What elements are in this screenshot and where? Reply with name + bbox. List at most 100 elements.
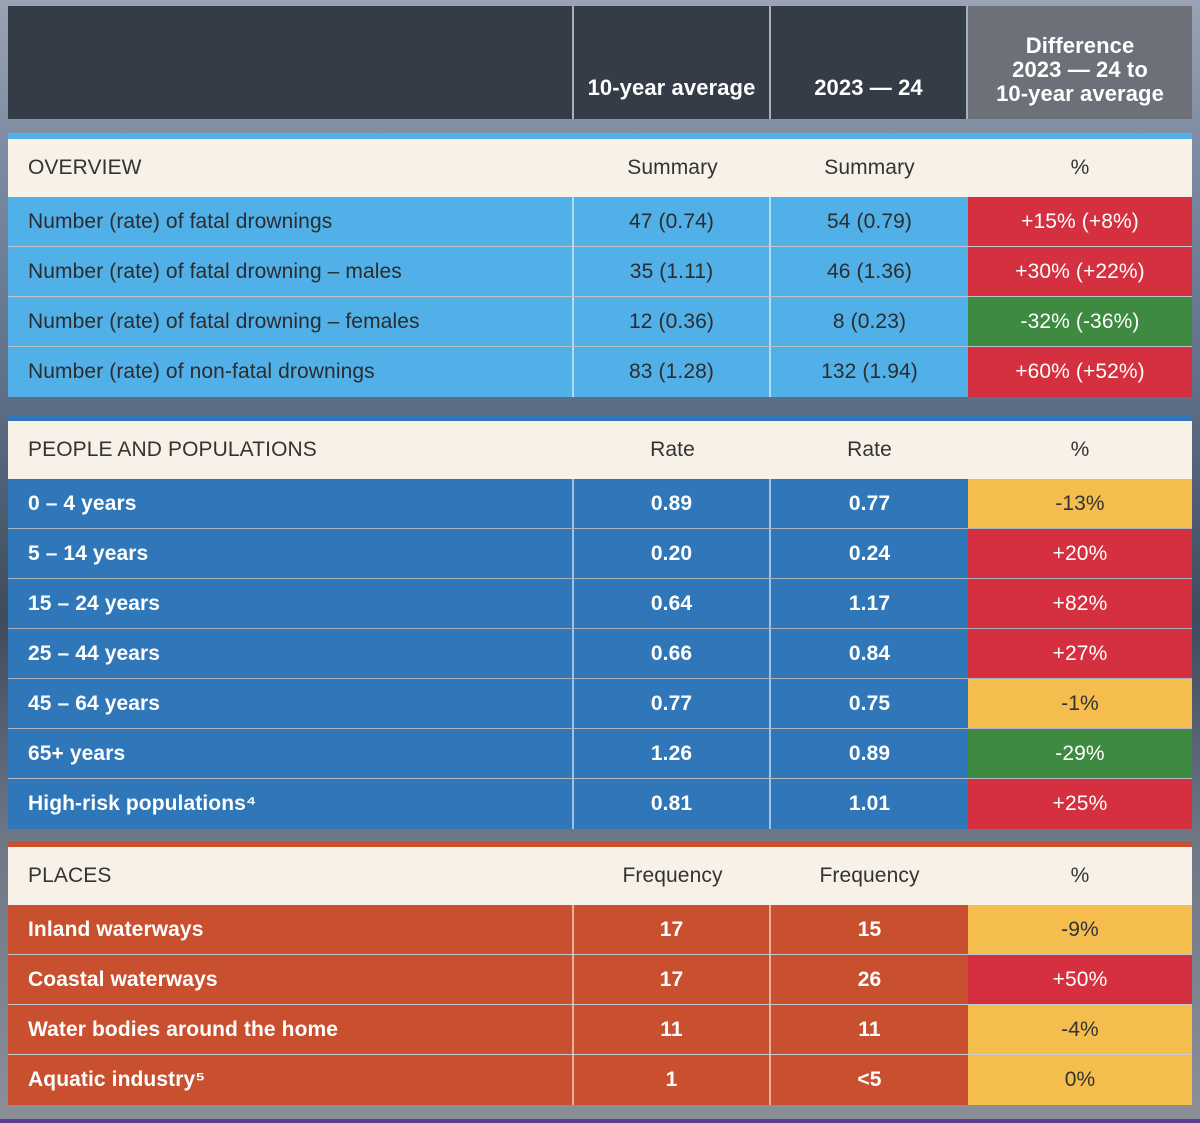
row-label: Number (rate) of fatal drowning – female… <box>8 297 574 346</box>
row-difference: +50% <box>968 955 1192 1004</box>
row-average: 1 <box>574 1055 771 1105</box>
row-difference: -29% <box>968 729 1192 778</box>
row-average: 12 (0.36) <box>574 297 771 346</box>
row-label: 0 – 4 years <box>8 479 574 528</box>
row-label: 65+ years <box>8 729 574 778</box>
row-label: Water bodies around the home <box>8 1005 574 1054</box>
row-average: 47 (0.74) <box>574 197 771 246</box>
header-blank <box>8 6 574 119</box>
row-label: 15 – 24 years <box>8 579 574 628</box>
row-current: 15 <box>771 905 968 954</box>
row-average: 0.66 <box>574 629 771 678</box>
bottom-strip <box>0 1119 1200 1123</box>
table-row: 0 – 4 years 0.89 0.77 -13% <box>8 479 1192 529</box>
row-current: 0.75 <box>771 679 968 728</box>
row-current: 11 <box>771 1005 968 1054</box>
table-row: 45 – 64 years 0.77 0.75 -1% <box>8 679 1192 729</box>
table-row: Number (rate) of fatal drowning – males … <box>8 247 1192 297</box>
row-current: 8 (0.23) <box>771 297 968 346</box>
row-current: 54 (0.79) <box>771 197 968 246</box>
header-difference-line-3: 10-year average <box>996 80 1164 106</box>
row-label: Number (rate) of fatal drownings <box>8 197 574 246</box>
row-difference: +60% (+52%) <box>968 347 1192 397</box>
row-difference: -1% <box>968 679 1192 728</box>
row-label: Inland waterways <box>8 905 574 954</box>
row-difference: +82% <box>968 579 1192 628</box>
column-label: Rate <box>847 438 892 461</box>
table-row: Number (rate) of fatal drownings 47 (0.7… <box>8 197 1192 247</box>
row-difference: -32% (-36%) <box>968 297 1192 346</box>
header-2023-24: 2023 — 24 <box>771 6 968 119</box>
table-row: 15 – 24 years 0.64 1.17 +82% <box>8 579 1192 629</box>
column-label: Summary <box>627 156 718 179</box>
row-label: Number (rate) of fatal drowning – males <box>8 247 574 296</box>
row-label: Aquatic industry⁵ <box>8 1055 574 1105</box>
column-label: Summary <box>824 156 915 179</box>
column-label: % <box>1070 156 1090 179</box>
row-label: 45 – 64 years <box>8 679 574 728</box>
header-difference-line-1: Difference <box>1025 32 1135 58</box>
row-label: Coastal waterways <box>8 955 574 1004</box>
table-row: Water bodies around the home 11 11 -4% <box>8 1005 1192 1055</box>
table-row: Number (rate) of non-fatal drownings 83 … <box>8 347 1192 397</box>
section-title: OVERVIEW <box>28 156 142 179</box>
overview-accent-bar <box>8 133 1192 139</box>
table-row: 25 – 44 years 0.66 0.84 +27% <box>8 629 1192 679</box>
column-label: Frequency <box>819 864 920 887</box>
row-average: 0.64 <box>574 579 771 628</box>
row-average: 83 (1.28) <box>574 347 771 397</box>
row-difference: +30% (+22%) <box>968 247 1192 296</box>
table-row: Coastal waterways 17 26 +50% <box>8 955 1192 1005</box>
row-current: 26 <box>771 955 968 1004</box>
header-difference: Difference 2023 — 24 to 10-year average <box>968 6 1192 119</box>
places-accent-bar <box>8 841 1192 847</box>
row-current: 1.17 <box>771 579 968 628</box>
people-section-header: PEOPLE AND POPULATIONS Rate Rate % <box>8 421 1192 479</box>
row-average: 35 (1.11) <box>574 247 771 296</box>
section-title: PLACES <box>28 864 112 887</box>
overview-section-header: OVERVIEW Summary Summary % <box>8 139 1192 197</box>
row-difference: -4% <box>968 1005 1192 1054</box>
row-label: High-risk populations⁴ <box>8 779 574 829</box>
row-current: 0.77 <box>771 479 968 528</box>
row-average: 0.89 <box>574 479 771 528</box>
row-current: 46 (1.36) <box>771 247 968 296</box>
row-average: 17 <box>574 905 771 954</box>
row-difference: 0% <box>968 1055 1192 1105</box>
table-row: Aquatic industry⁵ 1 <5 0% <box>8 1055 1192 1105</box>
column-label: % <box>1070 864 1090 887</box>
row-average: 0.77 <box>574 679 771 728</box>
row-current: 0.89 <box>771 729 968 778</box>
row-current: 1.01 <box>771 779 968 829</box>
header-10-year-average: 10-year average <box>574 6 771 119</box>
column-label: Frequency <box>622 864 723 887</box>
row-difference: -9% <box>968 905 1192 954</box>
row-average: 1.26 <box>574 729 771 778</box>
row-difference: +20% <box>968 529 1192 578</box>
row-label: 5 – 14 years <box>8 529 574 578</box>
places-section-header: PLACES Frequency Frequency % <box>8 847 1192 905</box>
row-average: 11 <box>574 1005 771 1054</box>
section-title: PEOPLE AND POPULATIONS <box>28 438 317 461</box>
table-header: 10-year average 2023 — 24 Difference 202… <box>8 6 1192 119</box>
row-average: 17 <box>574 955 771 1004</box>
drowning-summary-table: 10-year average 2023 — 24 Difference 202… <box>8 6 1192 1105</box>
row-difference: +15% (+8%) <box>968 197 1192 246</box>
table-row: High-risk populations⁴ 0.81 1.01 +25% <box>8 779 1192 829</box>
row-current: 0.24 <box>771 529 968 578</box>
row-difference: +27% <box>968 629 1192 678</box>
row-label: Number (rate) of non-fatal drownings <box>8 347 574 397</box>
row-current: 132 (1.94) <box>771 347 968 397</box>
column-label: % <box>1070 438 1090 461</box>
row-current: <5 <box>771 1055 968 1105</box>
table-row: 65+ years 1.26 0.89 -29% <box>8 729 1192 779</box>
header-difference-line-2: 2023 — 24 to <box>1012 56 1148 82</box>
row-label: 25 – 44 years <box>8 629 574 678</box>
row-average: 0.81 <box>574 779 771 829</box>
row-difference: -13% <box>968 479 1192 528</box>
row-difference: +25% <box>968 779 1192 829</box>
row-current: 0.84 <box>771 629 968 678</box>
table-row: Inland waterways 17 15 -9% <box>8 905 1192 955</box>
people-accent-bar <box>8 415 1192 421</box>
column-label: Rate <box>650 438 695 461</box>
